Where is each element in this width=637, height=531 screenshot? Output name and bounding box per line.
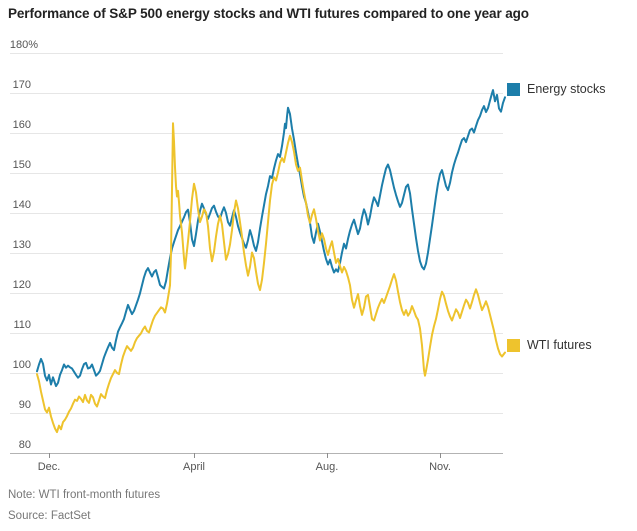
series-line-energy-stocks [36,89,506,388]
gridline-80 [10,452,503,454]
gridline-140 [10,212,503,214]
y-axis-label-160: 160 [12,119,31,132]
gridline-110 [10,332,503,334]
x-tick-nov [440,453,441,458]
x-tick-aug [327,453,328,458]
x-axis-label-dec: Dec. [37,461,61,473]
y-axis-label-130: 130 [12,239,31,252]
x-axis-label-april: April [182,461,205,473]
gridline-130 [10,252,503,254]
y-axis-label-110: 110 [13,319,31,332]
legend-label-wti-futures: WTI futures [527,338,592,352]
chart-note: Note: WTI front-month futures [8,489,161,501]
x-tick-april [194,453,195,458]
gridline-170 [10,92,503,94]
y-axis-label-120: 120 [12,279,31,292]
gridline-160 [10,132,503,134]
legend-label-energy-stocks: Energy stocks [527,82,606,96]
gridline-120 [10,292,503,294]
y-axis-label-150: 150 [12,159,31,172]
y-axis-label-100: 100 [12,359,31,372]
gridline-180 [10,52,503,54]
gridline-90 [10,412,503,414]
y-axis-label-140: 140 [12,199,31,212]
series-line-wti-futures [36,122,506,434]
x-axis-label-aug: Aug. [315,461,339,473]
y-axis-label-170: 170 [12,79,31,92]
chart-title: Performance of S&P 500 energy stocks and… [8,6,529,21]
energy-stocks-swatch [507,82,520,96]
legend-item-wti-futures: WTI futures [507,338,592,352]
wti-futures-swatch [507,338,520,352]
y-axis-label-80: 80 [18,439,31,452]
x-tick-dec [49,453,50,458]
chart-source: Source: FactSet [8,510,91,522]
x-axis-label-nov: Nov. [429,461,451,473]
y-axis-label-180: 180% [9,39,38,52]
gridline-150 [10,172,503,174]
y-axis-label-90: 90 [18,399,31,412]
legend-item-energy-stocks: Energy stocks [507,82,606,96]
gridline-100 [10,372,503,374]
